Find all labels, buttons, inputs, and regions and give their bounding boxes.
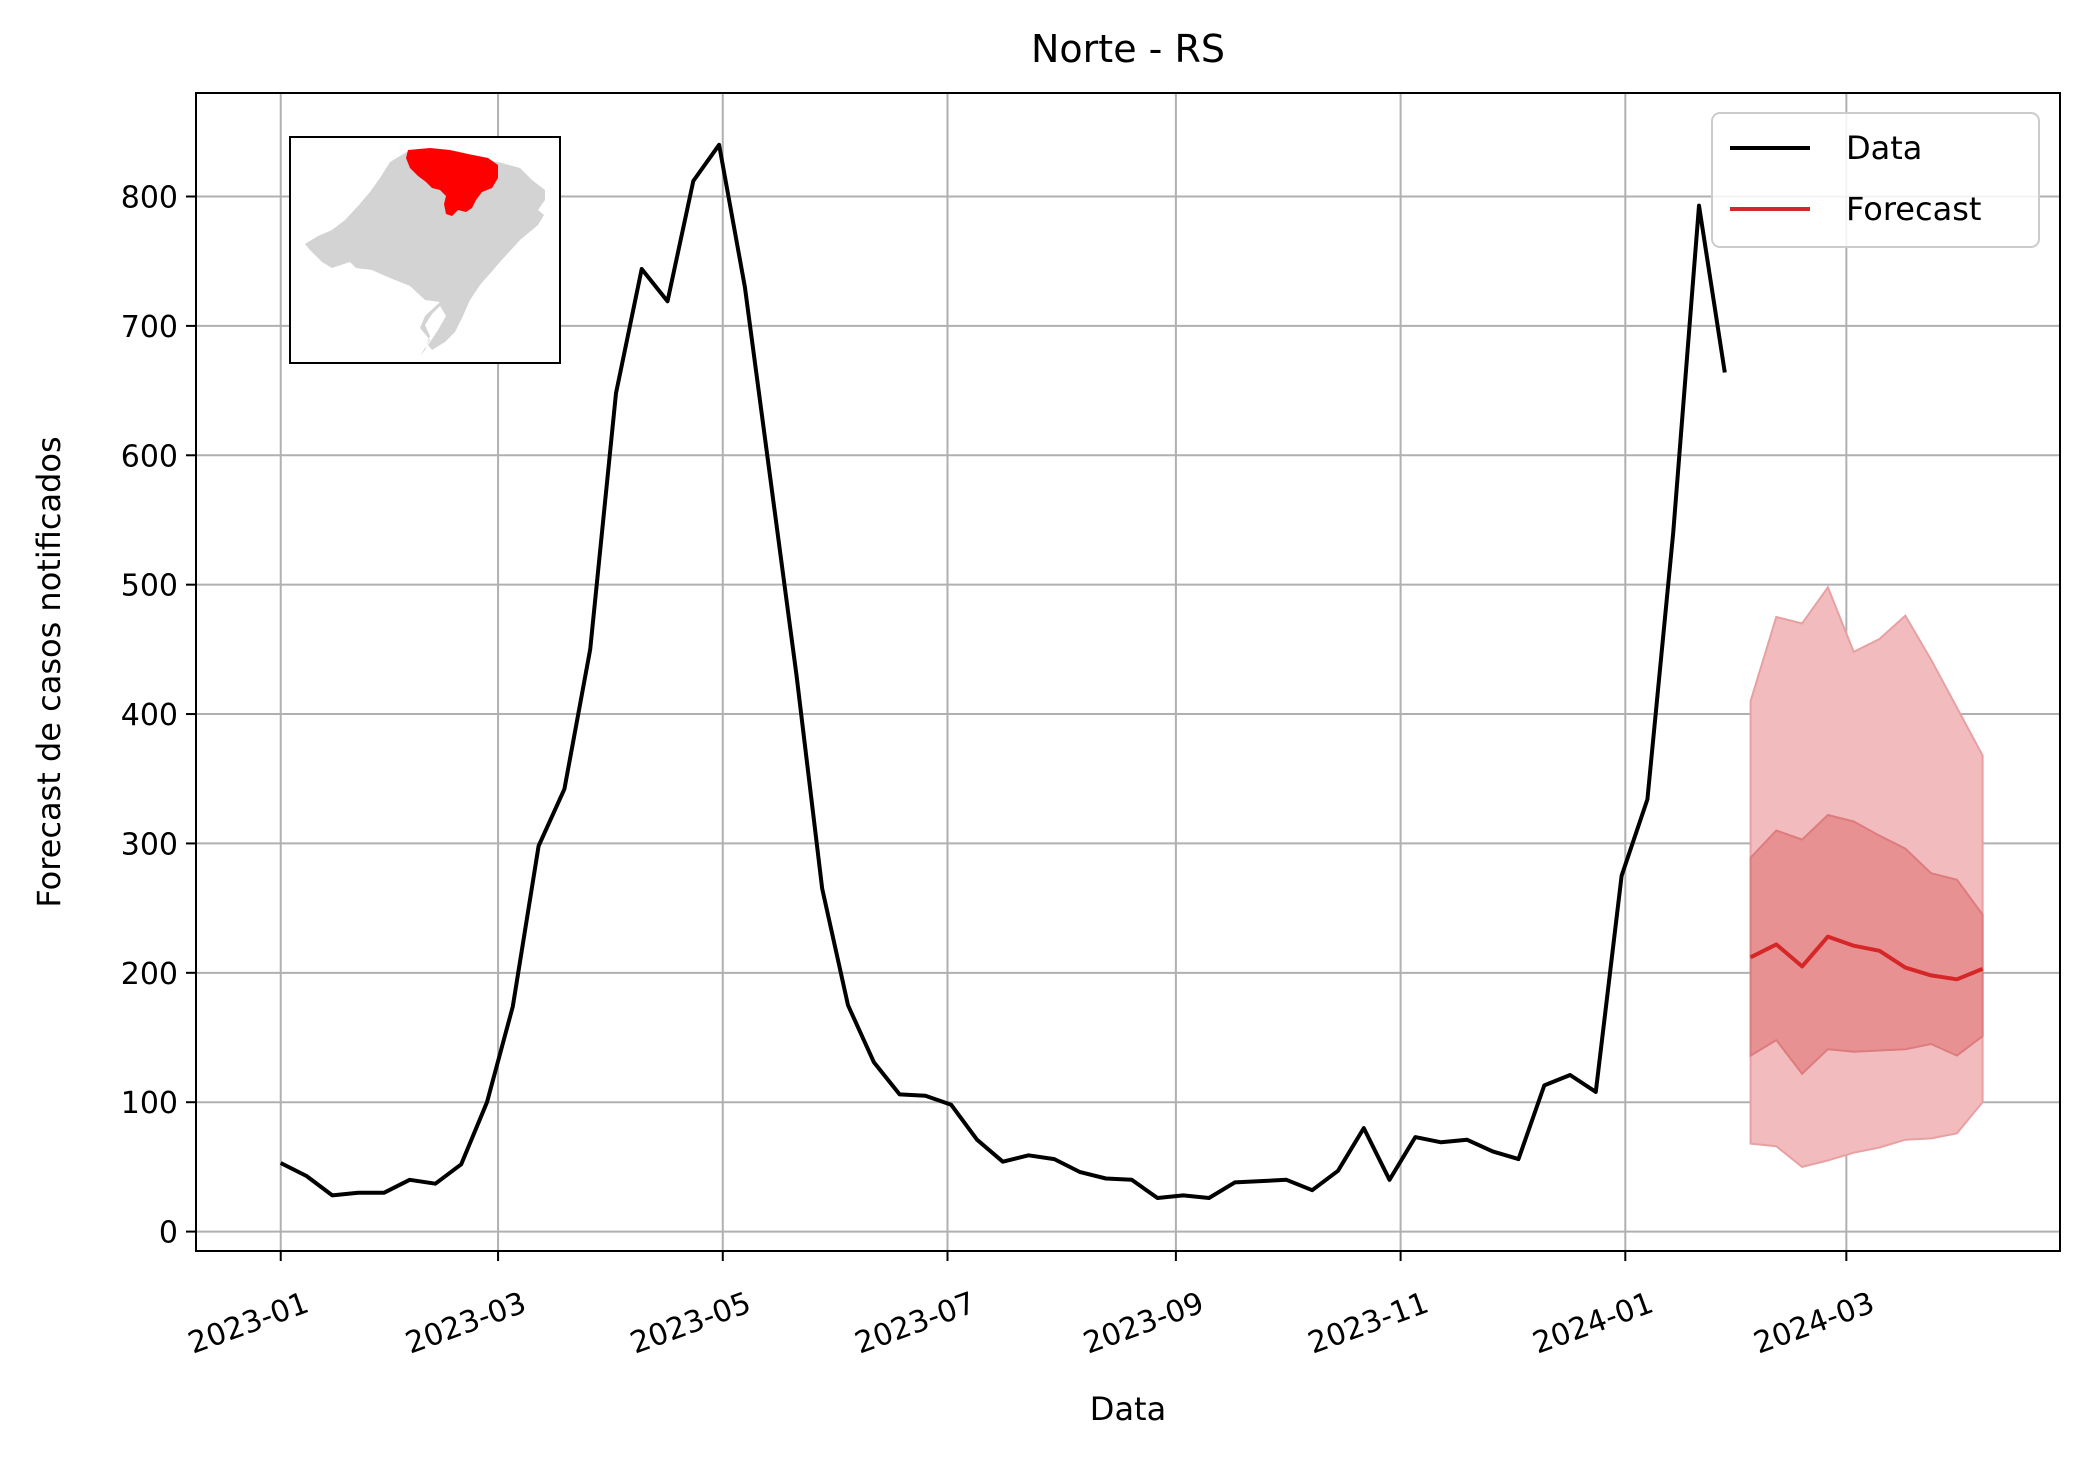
series-line-data — [279, 142, 1727, 1200]
chart-title: Norte - RS — [1031, 27, 1225, 71]
state-outline-shape — [305, 150, 545, 356]
y-tick-label: 600 — [121, 439, 178, 474]
series-lines — [279, 142, 1984, 1200]
forecast-bands — [1749, 585, 1984, 1168]
y-tick-label: 100 — [121, 1086, 178, 1121]
norte-region-shape — [406, 148, 498, 216]
y-tick-label: 200 — [121, 957, 178, 992]
y-tick-label: 500 — [121, 569, 178, 604]
forecast-band-inner — [1749, 813, 1984, 1076]
y-axis-label: Forecast de casos notificados — [30, 436, 68, 907]
y-tick-label: 0 — [159, 1216, 178, 1251]
series-line-forecast — [1749, 934, 1984, 982]
inset-map — [289, 136, 561, 364]
y-tick-label: 700 — [121, 310, 178, 345]
plot-frame — [195, 92, 2061, 1252]
y-tick-label: 800 — [121, 181, 178, 216]
legend-label-forecast: Forecast — [1846, 190, 1981, 228]
y-tick-label: 300 — [121, 827, 178, 862]
legend-label-data: Data — [1846, 129, 1922, 167]
legend: Data Forecast — [1711, 112, 2040, 248]
x-axis-label: Data — [1090, 1390, 1166, 1428]
y-tick-label: 400 — [121, 698, 178, 733]
